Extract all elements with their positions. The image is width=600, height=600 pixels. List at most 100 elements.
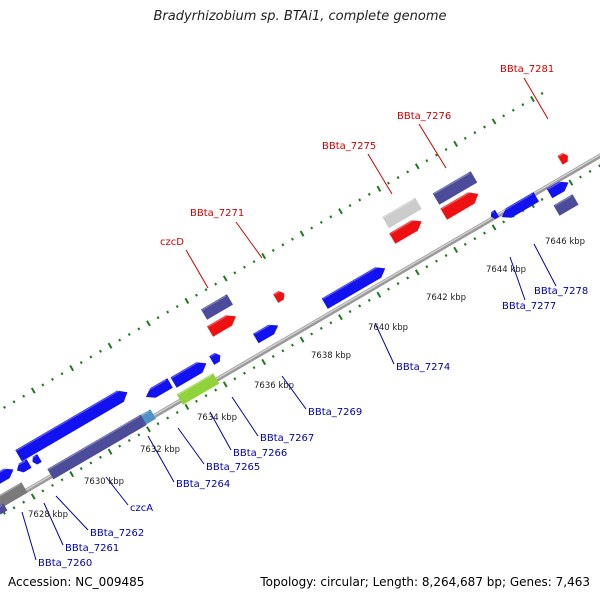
upper-scale-tick <box>521 103 525 107</box>
upper-scale-tick <box>118 338 122 342</box>
gene-label-BBta_7269[interactable]: BBta_7269 <box>308 407 362 418</box>
lower-scale-tick <box>290 343 294 347</box>
gene-label-BBta_7260[interactable]: BBta_7260 <box>38 558 92 569</box>
upper-scale-tick <box>329 215 333 219</box>
gene-BBta_7274-feature[interactable] <box>321 263 388 309</box>
gene-BBta_7279-feature-shape <box>553 194 579 216</box>
gene-BBta_7281-feature[interactable] <box>557 151 571 165</box>
leader-czcD <box>185 249 209 289</box>
gene-label-BBta_7266[interactable]: BBta_7266 <box>233 448 287 459</box>
gene-czcA-feature[interactable] <box>47 414 147 480</box>
gene-label-czcD[interactable]: czcD <box>160 237 184 248</box>
upper-scale-tick <box>79 361 83 365</box>
upper-scale-tick <box>184 297 190 304</box>
gene-BBta_7267-feature[interactable] <box>176 373 220 405</box>
gene-BBta_7276-feature[interactable] <box>432 171 478 205</box>
gene-BBta_7271-feature[interactable] <box>273 289 287 303</box>
lower-scale-tick <box>79 467 83 471</box>
leader-BBta_7269 <box>281 375 307 410</box>
gene-BBta_7272-feature[interactable] <box>253 321 281 344</box>
upper-scale-tick <box>127 332 131 337</box>
gene-label-BBta_7271[interactable]: BBta_7271 <box>190 208 244 219</box>
gene-BBta_7261-feature[interactable] <box>14 459 32 475</box>
gene-BBta_7271-feature-highlight <box>274 290 281 295</box>
gene-BBta_7267-feature-shape <box>176 373 220 405</box>
gene-BBta_7262-feature[interactable] <box>30 454 42 466</box>
lower-scale-tick <box>414 269 420 276</box>
upper-scale-tick <box>473 131 477 135</box>
leader-BBta_7262 <box>55 495 89 531</box>
upper-scale-tick <box>444 147 448 152</box>
gene-BBta_7276-feature-shape <box>432 171 478 205</box>
gene-czcD-feature-shape <box>207 315 236 337</box>
leader-BBta_7271 <box>235 221 263 259</box>
upper-gene-labels: czcD BBta_7271 BBta_7275 BBta_7276 BBta_… <box>160 64 554 248</box>
gene-BBta_7258-feature[interactable] <box>0 503 8 515</box>
gene-label-BBta_7265[interactable]: BBta_7265 <box>206 462 260 473</box>
upper-scale-tick <box>376 185 382 192</box>
gene-BBta_7272-feature-highlight <box>254 322 275 335</box>
gene-BBta_7264-feature[interactable] <box>15 387 130 462</box>
lower-scale-tick <box>386 287 390 291</box>
lower-scale-tick <box>396 281 400 286</box>
gene-BBta_7276-feature-highlight <box>433 172 470 195</box>
gene-BBta_7280-feature[interactable] <box>546 178 572 199</box>
gene-label-BBta_7276[interactable]: BBta_7276 <box>397 111 451 122</box>
gene-BBta_7277-feature-shape <box>501 192 540 218</box>
lower-scale-tick <box>329 321 333 325</box>
lower-scale-tick <box>540 197 544 201</box>
gene-BBta_7279-feature-highlight <box>554 195 572 207</box>
leader-BBta_7261 <box>43 502 64 546</box>
gene-label-BBta_7264[interactable]: BBta_7264 <box>176 479 230 490</box>
lower-scale-tick <box>194 399 198 403</box>
gene-label-BBta_7274[interactable]: BBta_7274 <box>396 362 450 373</box>
gene-BBta_7278-small-feature[interactable] <box>489 209 500 220</box>
gene-czcD-feature[interactable] <box>207 311 239 337</box>
gene-label-BBta_7262[interactable]: BBta_7262 <box>90 528 144 539</box>
upper-scale-tick <box>482 125 486 129</box>
gene-label-czcA[interactable]: czcA <box>130 503 153 514</box>
gene-BBta_7275-feature[interactable] <box>382 197 422 229</box>
gene-label-BBta_7281[interactable]: BBta_7281 <box>500 64 554 75</box>
upper-scale-tick <box>60 372 64 376</box>
lower-scale-tick <box>271 354 275 358</box>
gene-BBta_7277-feature[interactable] <box>499 192 540 222</box>
gene-czcA-feature-shape <box>47 414 147 480</box>
gene-BBta_7270-feature-highlight <box>210 352 217 357</box>
gene-BBta_7271-feature-shape <box>273 290 285 303</box>
gene-BBta_7279-feature[interactable] <box>553 194 579 216</box>
upper-scale-tick <box>156 316 160 320</box>
gene-label-BBta_7275[interactable]: BBta_7275 <box>322 141 376 152</box>
gene-label-BBta_7267[interactable]: BBta_7267 <box>260 433 314 444</box>
gene-BBta_7275b-feature[interactable] <box>389 216 424 244</box>
upper-scale-tick <box>214 282 218 286</box>
gene-label-BBta_7278[interactable]: BBta_7278 <box>534 286 588 297</box>
gene-BBta_7260-feature[interactable] <box>0 465 16 486</box>
upper-scale-tick <box>22 394 26 398</box>
gene-BBta_7266-feature[interactable] <box>143 378 173 402</box>
leader-BBta_7274 <box>374 322 395 365</box>
upper-scale-tick <box>12 400 16 404</box>
lower-scale-tick <box>98 455 102 459</box>
gene-BBta_7268-feature[interactable] <box>170 358 210 388</box>
lower-scale-tick <box>127 438 131 443</box>
lower-scale-tick <box>22 500 26 504</box>
lower-scale-tick <box>137 433 141 437</box>
lower-scale-tick <box>12 506 16 510</box>
upper-scale-tick <box>50 377 54 381</box>
lower-scale-tick <box>434 259 438 263</box>
gene-BBta_7275b-feature-highlight <box>390 217 418 235</box>
gene-BBta_7259-feature[interactable] <box>0 482 28 512</box>
gene-BBta_7276b-feature[interactable] <box>440 188 481 220</box>
gene-BBta_7261-feature-shape <box>16 459 32 473</box>
scale-ticks <box>2 91 600 515</box>
lower-scale-tick <box>214 388 218 392</box>
lower-scale-tick <box>299 336 305 343</box>
gene-BBta_7270-feature[interactable] <box>209 351 223 365</box>
gene-czcD-navy-feature[interactable] <box>201 294 233 320</box>
lower-scale-tick <box>30 493 36 500</box>
gene-BBta_7266-feature-highlight <box>144 379 167 394</box>
gene-label-BBta_7277[interactable]: BBta_7277 <box>502 301 556 312</box>
gene-label-BBta_7261[interactable]: BBta_7261 <box>65 543 119 554</box>
lower-scale-tick <box>444 253 448 258</box>
